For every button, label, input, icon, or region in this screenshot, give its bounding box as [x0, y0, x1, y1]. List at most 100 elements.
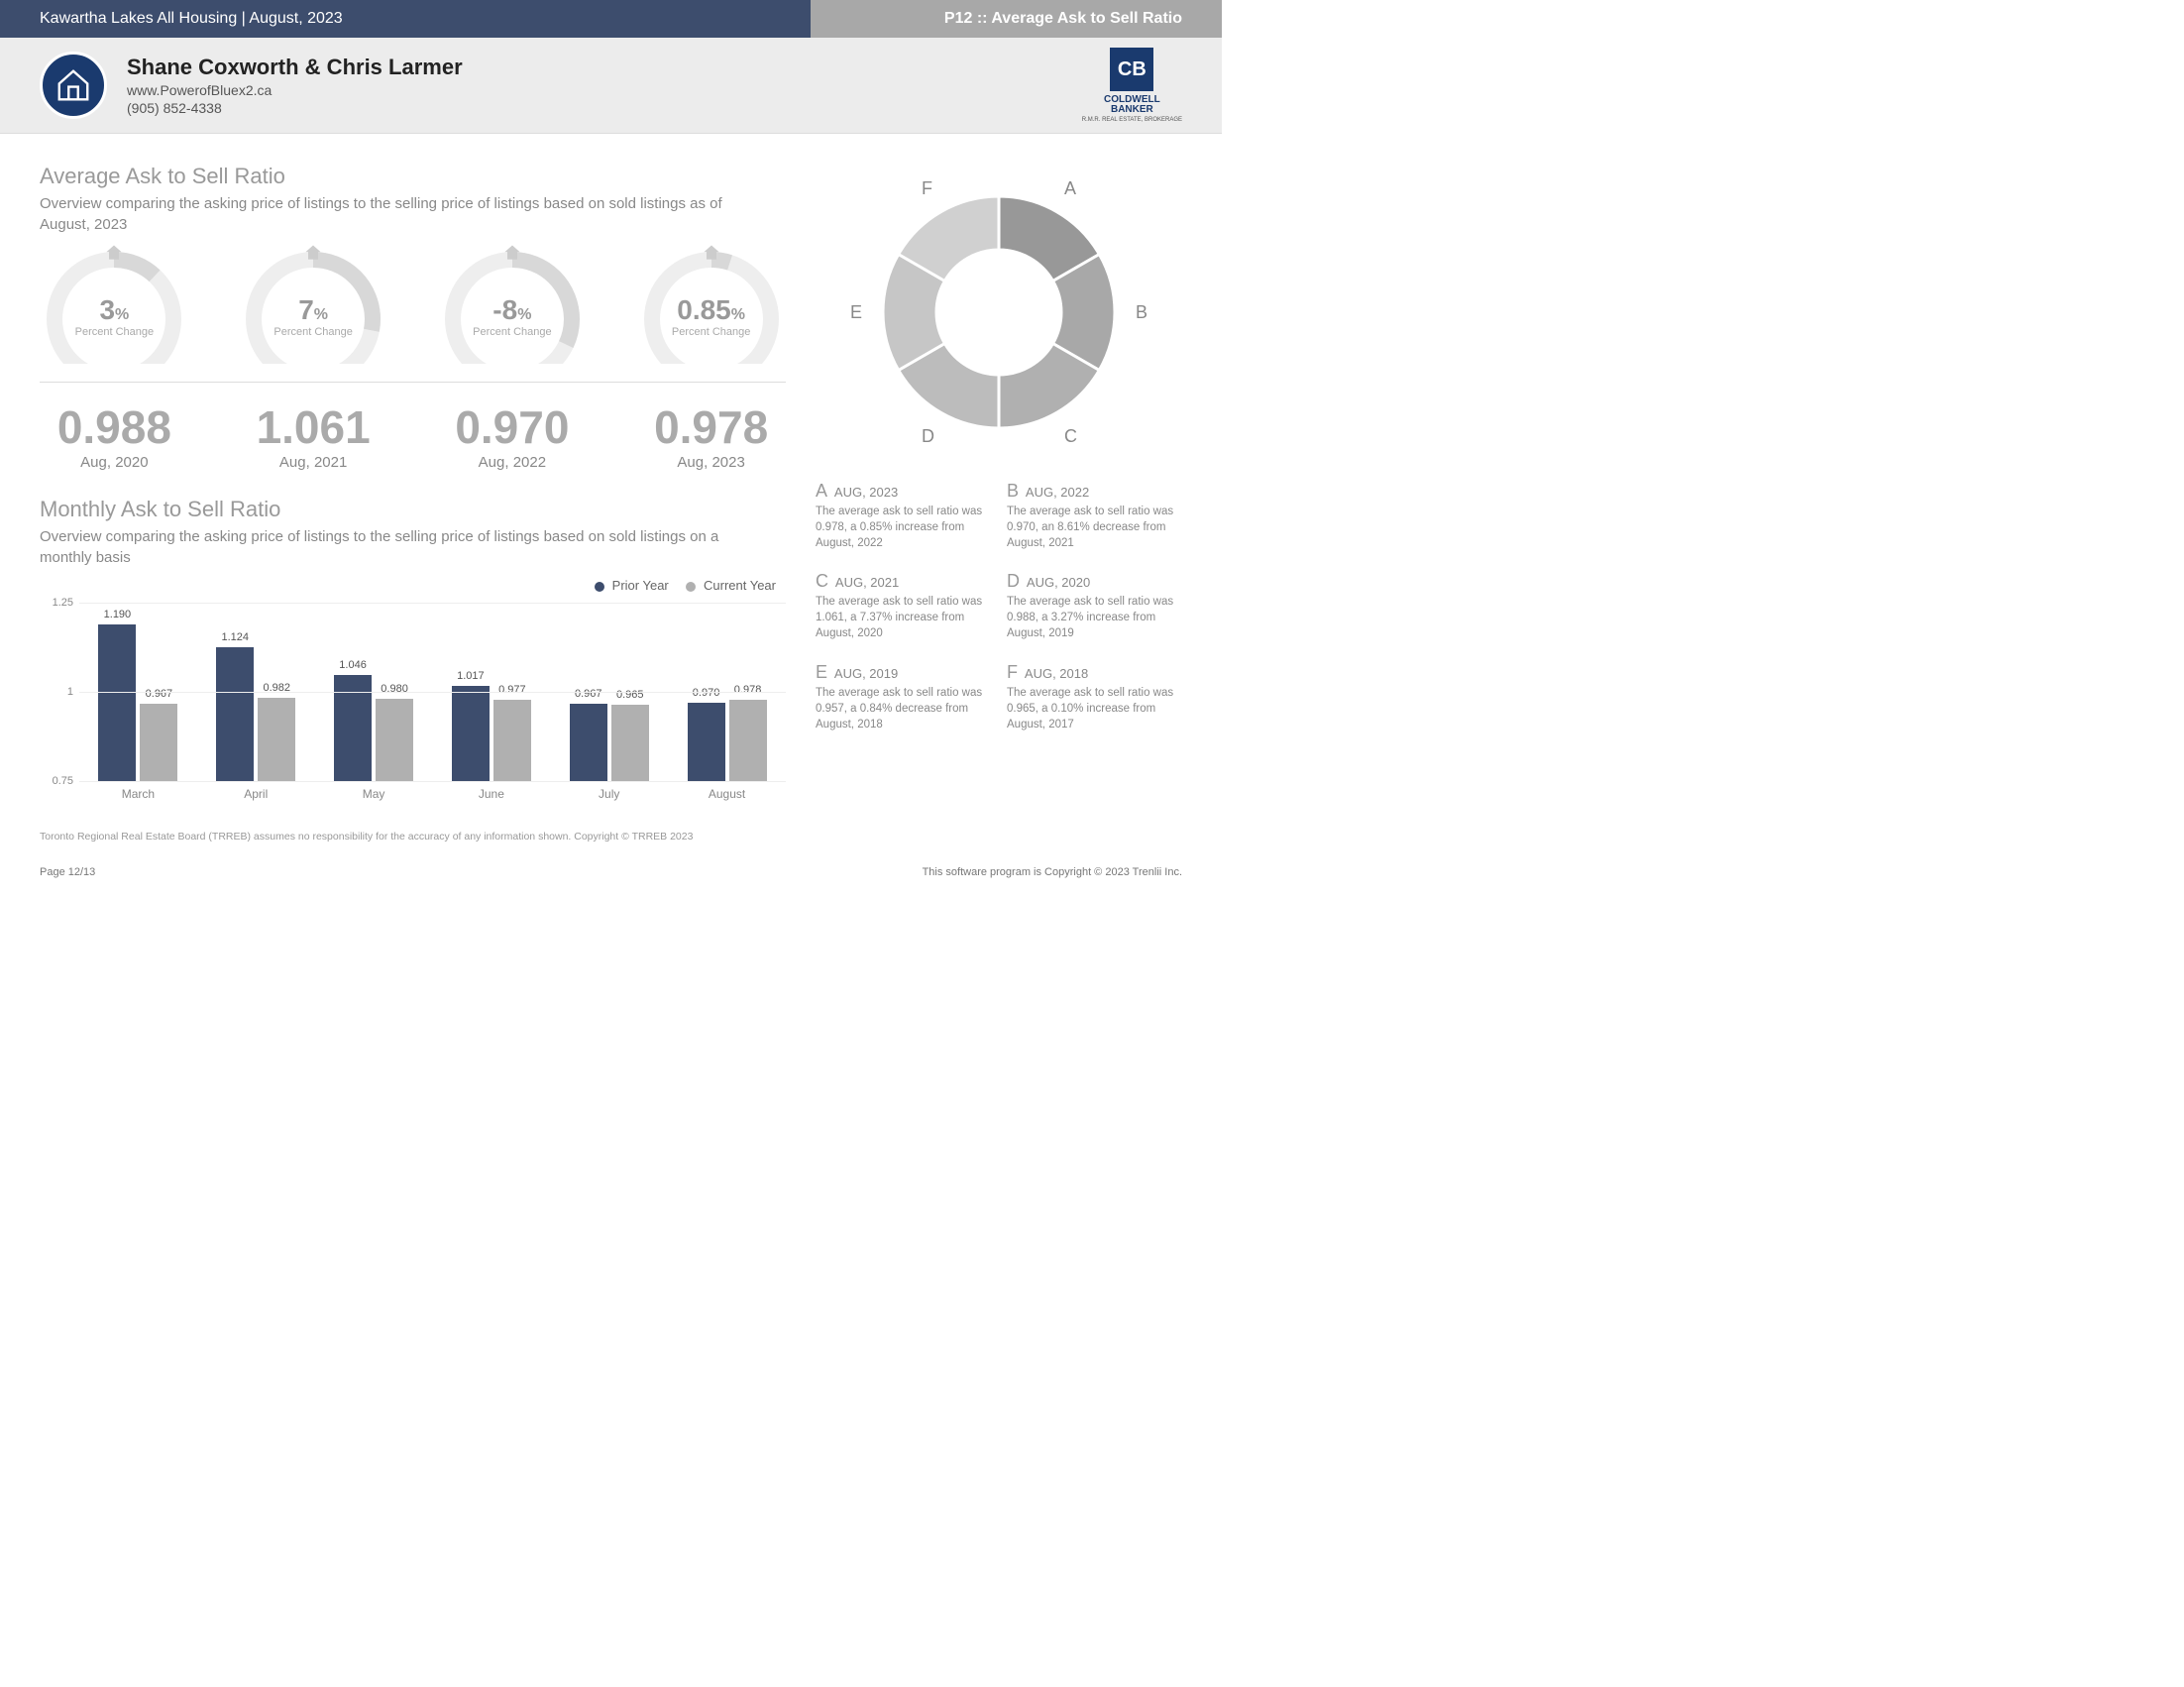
- agent-info: Shane Coxworth & Chris Larmer www.Powero…: [127, 55, 1082, 116]
- house-icon: [104, 243, 124, 268]
- topbar-title: Kawartha Lakes All Housing | August, 202…: [0, 0, 811, 38]
- legend-body: The average ask to sell ratio was 0.988,…: [1007, 594, 1182, 641]
- y-tick: 1.25: [53, 597, 73, 609]
- big-value-2: 0.970 Aug, 2022: [438, 400, 588, 471]
- legend-item: B AUG, 2022 The average ask to sell rati…: [1007, 481, 1182, 551]
- gauge-row: 3% Percent Change 7% Percent Change: [40, 245, 786, 364]
- big-value-3: 0.978 Aug, 2023: [636, 400, 786, 471]
- x-label: June: [432, 787, 550, 801]
- big-number: 1.061: [239, 400, 388, 454]
- donut-letter: F: [922, 178, 932, 199]
- bar-prior: 1.190: [98, 624, 136, 781]
- legend-head: A AUG, 2023: [816, 481, 991, 502]
- x-label: August: [668, 787, 786, 801]
- agent-logo: [40, 52, 107, 119]
- brand-logo: CB COLDWELL BANKER R.M.R. REAL ESTATE, B…: [1082, 48, 1182, 123]
- x-label: July: [550, 787, 668, 801]
- top-bar: Kawartha Lakes All Housing | August, 202…: [0, 0, 1222, 38]
- donut-chart: ABCDEF: [816, 164, 1182, 461]
- legend-item: C AUG, 2021 The average ask to sell rati…: [816, 571, 991, 641]
- donut-letter: B: [1136, 302, 1147, 323]
- house-icon: [702, 243, 721, 268]
- right-column: ABCDEF A AUG, 2023 The average ask to se…: [816, 164, 1182, 801]
- legend-item: A AUG, 2023 The average ask to sell rati…: [816, 481, 991, 551]
- gauge-label: Percent Change: [438, 326, 587, 338]
- big-number: 0.970: [438, 400, 588, 454]
- big-value-0: 0.988 Aug, 2020: [40, 400, 189, 471]
- brand-name-2: BANKER: [1082, 105, 1182, 115]
- bar-label: 0.967: [575, 688, 602, 700]
- monthly-section: Monthly Ask to Sell Ratio Overview compa…: [40, 497, 786, 801]
- avg-section: Average Ask to Sell Ratio Overview compa…: [40, 164, 786, 235]
- big-date: Aug, 2023: [636, 454, 786, 471]
- bar-label: 0.965: [616, 689, 644, 701]
- legend-head: D AUG, 2020: [1007, 571, 1182, 592]
- legend-body: The average ask to sell ratio was 0.970,…: [1007, 504, 1182, 551]
- bar-chart: 0.7511.25 1.1900.9671.1240.9821.0460.980…: [40, 603, 786, 801]
- big-date: Aug, 2021: [239, 454, 388, 471]
- footer: Toronto Regional Real Estate Board (TRRE…: [0, 811, 1222, 892]
- big-number: 0.988: [40, 400, 189, 454]
- agent-name: Shane Coxworth & Chris Larmer: [127, 55, 1082, 80]
- big-values-row: 0.988 Aug, 2020 1.061 Aug, 2021 0.970 Aug,…: [40, 400, 786, 471]
- agent-phone: (905) 852-4338: [127, 100, 1082, 116]
- bar-current: 0.980: [376, 699, 413, 781]
- house-icon: [55, 66, 92, 104]
- gauge-0: 3% Percent Change: [40, 245, 189, 364]
- legend-body: The average ask to sell ratio was 1.061,…: [816, 594, 991, 641]
- bar-label: 1.124: [221, 631, 249, 643]
- gauge-2: -8% Percent Change: [438, 245, 588, 364]
- bar-label: 0.980: [381, 683, 408, 695]
- gauge-label: Percent Change: [239, 326, 387, 338]
- disclaimer: Toronto Regional Real Estate Board (TRRE…: [40, 831, 1182, 843]
- gauge-value: 3%: [40, 294, 188, 326]
- x-label: May: [315, 787, 433, 801]
- monthly-subtitle: Overview comparing the asking price of l…: [40, 526, 773, 568]
- bar-prior: 0.967: [570, 704, 607, 781]
- legend-body: The average ask to sell ratio was 0.978,…: [816, 504, 991, 551]
- big-value-1: 1.061 Aug, 2021: [239, 400, 388, 471]
- bar-label: 1.190: [104, 609, 132, 620]
- monthly-title: Monthly Ask to Sell Ratio: [40, 497, 786, 522]
- x-label: March: [79, 787, 197, 801]
- brand-sub: R.M.R. REAL ESTATE, BROKERAGE: [1082, 117, 1182, 123]
- donut-letter: D: [922, 426, 934, 447]
- house-icon: [502, 243, 522, 268]
- donut-letter: E: [850, 302, 862, 323]
- gauge-1: 7% Percent Change: [239, 245, 388, 364]
- bar-current: 0.977: [493, 700, 531, 781]
- bar-label: 0.967: [146, 688, 173, 700]
- gauge-value: 0.85%: [637, 294, 786, 326]
- legend-item: F AUG, 2018 The average ask to sell rati…: [1007, 662, 1182, 732]
- bar-label: 1.017: [457, 670, 485, 682]
- y-axis: 0.7511.25: [40, 603, 79, 781]
- content: Average Ask to Sell Ratio Overview compa…: [0, 134, 1222, 811]
- y-tick: 1: [67, 686, 73, 698]
- x-axis: MarchAprilMayJuneJulyAugust: [79, 787, 786, 801]
- avg-subtitle: Overview comparing the asking price of l…: [40, 193, 773, 235]
- gauge-label: Percent Change: [40, 326, 188, 338]
- bar-label: 0.977: [498, 684, 526, 696]
- bar-current: 0.978: [729, 700, 767, 781]
- bar-prior: 1.124: [216, 647, 254, 781]
- chart-legend: Prior Year Current Year: [40, 578, 786, 593]
- agent-bar: Shane Coxworth & Chris Larmer www.Powero…: [0, 38, 1222, 134]
- left-column: Average Ask to Sell Ratio Overview compa…: [40, 164, 786, 801]
- grid-line: [79, 781, 786, 782]
- legend-head: F AUG, 2018: [1007, 662, 1182, 683]
- bar-label: 0.978: [734, 684, 762, 696]
- big-number: 0.978: [636, 400, 786, 454]
- grid-line: [79, 603, 786, 604]
- x-label: April: [197, 787, 315, 801]
- gauge-label: Percent Change: [637, 326, 786, 338]
- page-number: Page 12/13: [40, 866, 95, 878]
- legend-item: E AUG, 2019 The average ask to sell rati…: [816, 662, 991, 732]
- donut-letter: C: [1064, 426, 1077, 447]
- bar-prior: 1.017: [452, 686, 490, 781]
- avg-title: Average Ask to Sell Ratio: [40, 164, 786, 189]
- bar-current: 0.967: [140, 704, 177, 781]
- bar-prior: 0.970: [688, 703, 725, 781]
- legend-dot-prior: [595, 582, 604, 592]
- legend-head: C AUG, 2021: [816, 571, 991, 592]
- bar-current: 0.965: [611, 705, 649, 781]
